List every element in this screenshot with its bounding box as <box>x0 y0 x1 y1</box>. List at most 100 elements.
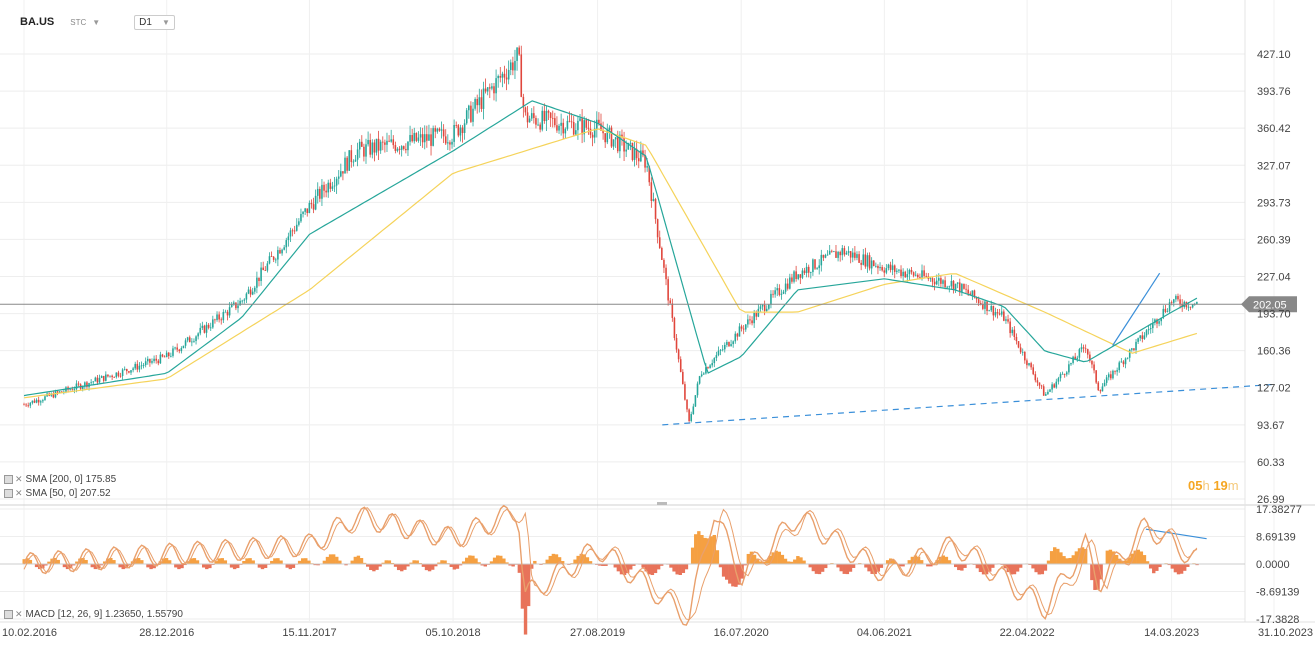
candle-down <box>772 290 774 298</box>
chevron-down-icon[interactable]: ▼ <box>92 17 101 27</box>
candle-up <box>337 170 340 185</box>
candle-body <box>161 354 164 357</box>
legend-sma200[interactable]: ✕ SMA [200, 0] 175.85 <box>4 474 116 485</box>
close-icon[interactable]: ✕ <box>15 488 23 498</box>
candle-up <box>132 366 134 373</box>
candle-body <box>155 358 157 361</box>
macd-bar <box>471 555 475 564</box>
candle-down <box>917 273 919 280</box>
candle-body <box>390 139 392 142</box>
candle-body <box>581 118 583 135</box>
candle-body <box>512 62 514 71</box>
candle-down <box>415 132 418 143</box>
candle-down <box>965 283 967 294</box>
candle-body <box>69 389 71 391</box>
candle-up <box>770 290 772 309</box>
macd-bar <box>811 563 816 572</box>
candle-body <box>300 213 302 222</box>
macd-bar <box>1186 563 1190 567</box>
candle-down <box>449 140 451 151</box>
candle-body <box>201 325 204 328</box>
macd-bar <box>421 563 426 567</box>
candle-body <box>197 333 199 337</box>
candle-body <box>677 349 680 360</box>
macd-bar <box>161 558 166 564</box>
candle-up <box>528 115 531 123</box>
macd-bar <box>622 563 627 576</box>
settings-icon[interactable] <box>4 610 13 619</box>
candle-up <box>1107 372 1110 381</box>
macd-bar <box>653 563 658 574</box>
price-tick-label: 193.70 <box>1257 309 1291 321</box>
candle-body <box>975 297 978 300</box>
candle-body <box>1084 348 1087 350</box>
macd-bar <box>158 561 163 564</box>
candle-body <box>533 113 535 119</box>
candle-body <box>791 277 793 282</box>
candle-body <box>621 134 623 138</box>
macd-bar <box>907 560 911 564</box>
candle-body <box>1068 364 1070 373</box>
macd-bar <box>406 563 410 567</box>
candle-down <box>270 251 273 258</box>
candle-body <box>629 142 632 144</box>
candle-up <box>283 244 285 251</box>
candle-body <box>27 405 29 407</box>
candle-up <box>810 271 812 279</box>
candle-body <box>646 166 648 168</box>
candle-down <box>1089 351 1091 363</box>
candle-body <box>363 146 365 157</box>
legend-macd[interactable]: ✕ MACD [12, 26, 9] 1.23650, 1.55790 <box>4 609 183 620</box>
symbol-label[interactable]: BA.US <box>20 16 55 28</box>
settings-icon[interactable] <box>4 475 13 484</box>
settings-icon[interactable] <box>4 489 13 498</box>
candle-up <box>344 151 346 174</box>
legend-sma50[interactable]: ✕ SMA [50, 0] 207.52 <box>4 488 111 499</box>
macd-bar <box>443 560 447 564</box>
macd-bar <box>718 563 723 568</box>
candle-up <box>709 364 711 369</box>
candle-down <box>556 116 558 133</box>
macd-bar <box>362 562 367 564</box>
candle-up <box>1118 360 1121 373</box>
candle-body <box>772 293 774 295</box>
candle-body <box>209 327 212 329</box>
candle-body <box>946 286 948 288</box>
candle-up <box>780 289 783 300</box>
timeframe-select[interactable]: D1 ▼ <box>134 14 175 30</box>
macd-bar <box>960 563 964 571</box>
candle-up <box>186 336 189 343</box>
candle-down <box>656 218 659 244</box>
candle-body <box>1070 362 1072 365</box>
candle-up <box>153 355 155 364</box>
candle-body <box>728 341 730 347</box>
macd-bar <box>768 555 772 564</box>
candle-up <box>564 127 567 139</box>
macd-bar <box>96 563 101 569</box>
candle-body <box>170 355 172 357</box>
close-icon[interactable]: ✕ <box>15 609 23 619</box>
candle-down <box>1095 370 1097 385</box>
candle-up <box>465 107 468 125</box>
macd-bar <box>953 563 958 568</box>
candle-up <box>142 363 145 369</box>
candle-up <box>335 176 338 194</box>
candle-down <box>518 45 520 56</box>
candle-body <box>824 255 827 258</box>
candle-body <box>1049 389 1051 392</box>
candle-body <box>92 381 95 383</box>
candle-body <box>482 88 485 109</box>
candle-body <box>1055 381 1058 388</box>
candle-down <box>505 68 508 91</box>
macd-bar <box>1080 547 1085 564</box>
macd-bar <box>242 561 246 564</box>
candle-up <box>459 124 462 142</box>
macd-bar <box>836 563 840 568</box>
macd-bar <box>328 554 333 564</box>
candle-up <box>887 263 890 271</box>
candle-body <box>558 125 560 131</box>
candle-body <box>973 290 976 298</box>
close-icon[interactable]: ✕ <box>15 474 23 484</box>
candle-body <box>195 336 197 341</box>
